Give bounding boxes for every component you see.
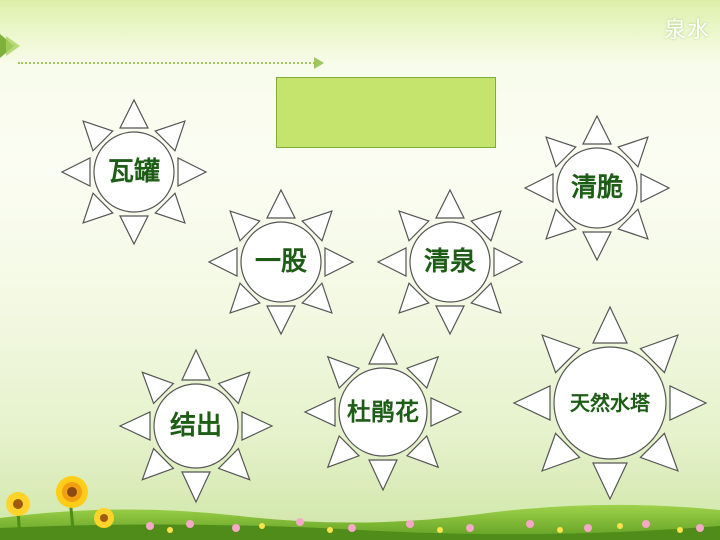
sun-ray	[470, 282, 502, 314]
sun-disc	[93, 131, 175, 213]
sun-ray	[582, 114, 612, 145]
sun-ray	[435, 188, 465, 219]
sun-wa-guan	[60, 98, 208, 246]
sun-ray	[493, 247, 524, 277]
sun-ray	[217, 371, 251, 405]
sun-ray	[82, 120, 114, 152]
sun-disc	[553, 346, 667, 460]
sun-ray	[119, 98, 149, 129]
sun-ray	[541, 432, 581, 472]
sun-ray	[545, 136, 577, 168]
sun-ray	[669, 385, 708, 421]
sun-ray	[368, 332, 398, 365]
sun-ray	[301, 282, 333, 314]
sun-ray	[207, 247, 238, 277]
sun-disc	[153, 383, 239, 469]
sun-ray	[119, 215, 149, 246]
sun-label-qing-cui: 清脆	[570, 173, 624, 203]
sun-ray	[523, 173, 554, 203]
sun-ray	[177, 157, 208, 187]
sun-ray	[266, 305, 296, 336]
sun-jie-chu	[118, 348, 274, 504]
sun-ray	[301, 210, 333, 242]
sun-ray	[430, 397, 463, 427]
sun-ray	[512, 385, 551, 421]
sun-ray	[229, 282, 261, 314]
sun-ray	[326, 355, 361, 390]
sun-tian-ran-shui-ta	[512, 305, 708, 501]
sun-ray	[118, 411, 151, 441]
sun-disc	[556, 147, 638, 229]
sun-ray	[398, 210, 430, 242]
sun-ray	[405, 355, 440, 390]
sun-ray	[639, 334, 679, 374]
sun-label-jie-chu: 结出	[169, 411, 223, 441]
sun-ray	[470, 210, 502, 242]
sun-ray	[592, 462, 628, 501]
chevron-right-icon	[0, 34, 20, 58]
sun-ray	[376, 247, 407, 277]
sun-ray	[368, 459, 398, 492]
sun-ray	[398, 282, 430, 314]
sun-ray	[324, 247, 355, 277]
sun-ray	[541, 334, 581, 374]
sun-ray	[435, 305, 465, 336]
divider	[18, 62, 318, 64]
sun-ray	[217, 447, 251, 481]
sun-ray	[181, 471, 211, 504]
sun-label-yi-gu: 一股	[254, 247, 308, 277]
sun-ray	[592, 305, 628, 344]
sun-ray	[266, 188, 296, 219]
sun-disc	[338, 367, 428, 457]
sun-ray	[545, 208, 577, 240]
sun-disc	[240, 221, 322, 303]
sun-ray	[141, 371, 175, 405]
sun-ray	[639, 432, 679, 472]
sun-ray	[241, 411, 274, 441]
sun-ray	[82, 192, 114, 224]
sun-ray	[181, 348, 211, 381]
sun-ray	[582, 231, 612, 262]
divider-end-icon	[314, 57, 324, 69]
sun-ray	[303, 397, 336, 427]
sun-label-tian-ran-shui-ta: 天然水塔	[570, 391, 650, 415]
sun-ray	[405, 434, 440, 469]
sun-qing-quan	[376, 188, 524, 336]
sun-yi-gu	[207, 188, 355, 336]
sun-ray	[60, 157, 91, 187]
sun-qing-cui	[523, 114, 671, 262]
sun-du-juan-hua	[303, 332, 463, 492]
sun-ray	[617, 136, 649, 168]
sun-ray	[154, 120, 186, 152]
answer-box[interactable]	[276, 77, 496, 148]
sun-ray	[617, 208, 649, 240]
page-title: 泉水	[663, 18, 710, 43]
sun-disc	[409, 221, 491, 303]
sun-ray	[640, 173, 671, 203]
flower-meadow-decoration	[0, 476, 720, 540]
sun-label-qing-quan: 清泉	[423, 247, 477, 277]
sun-label-wa-guan: 瓦罐	[107, 157, 161, 187]
sun-ray	[154, 192, 186, 224]
sun-ray	[229, 210, 261, 242]
header-band	[0, 0, 720, 62]
sun-ray	[141, 447, 175, 481]
sun-label-du-juan-hua: 杜鹃花	[347, 398, 419, 426]
sun-ray	[326, 434, 361, 469]
